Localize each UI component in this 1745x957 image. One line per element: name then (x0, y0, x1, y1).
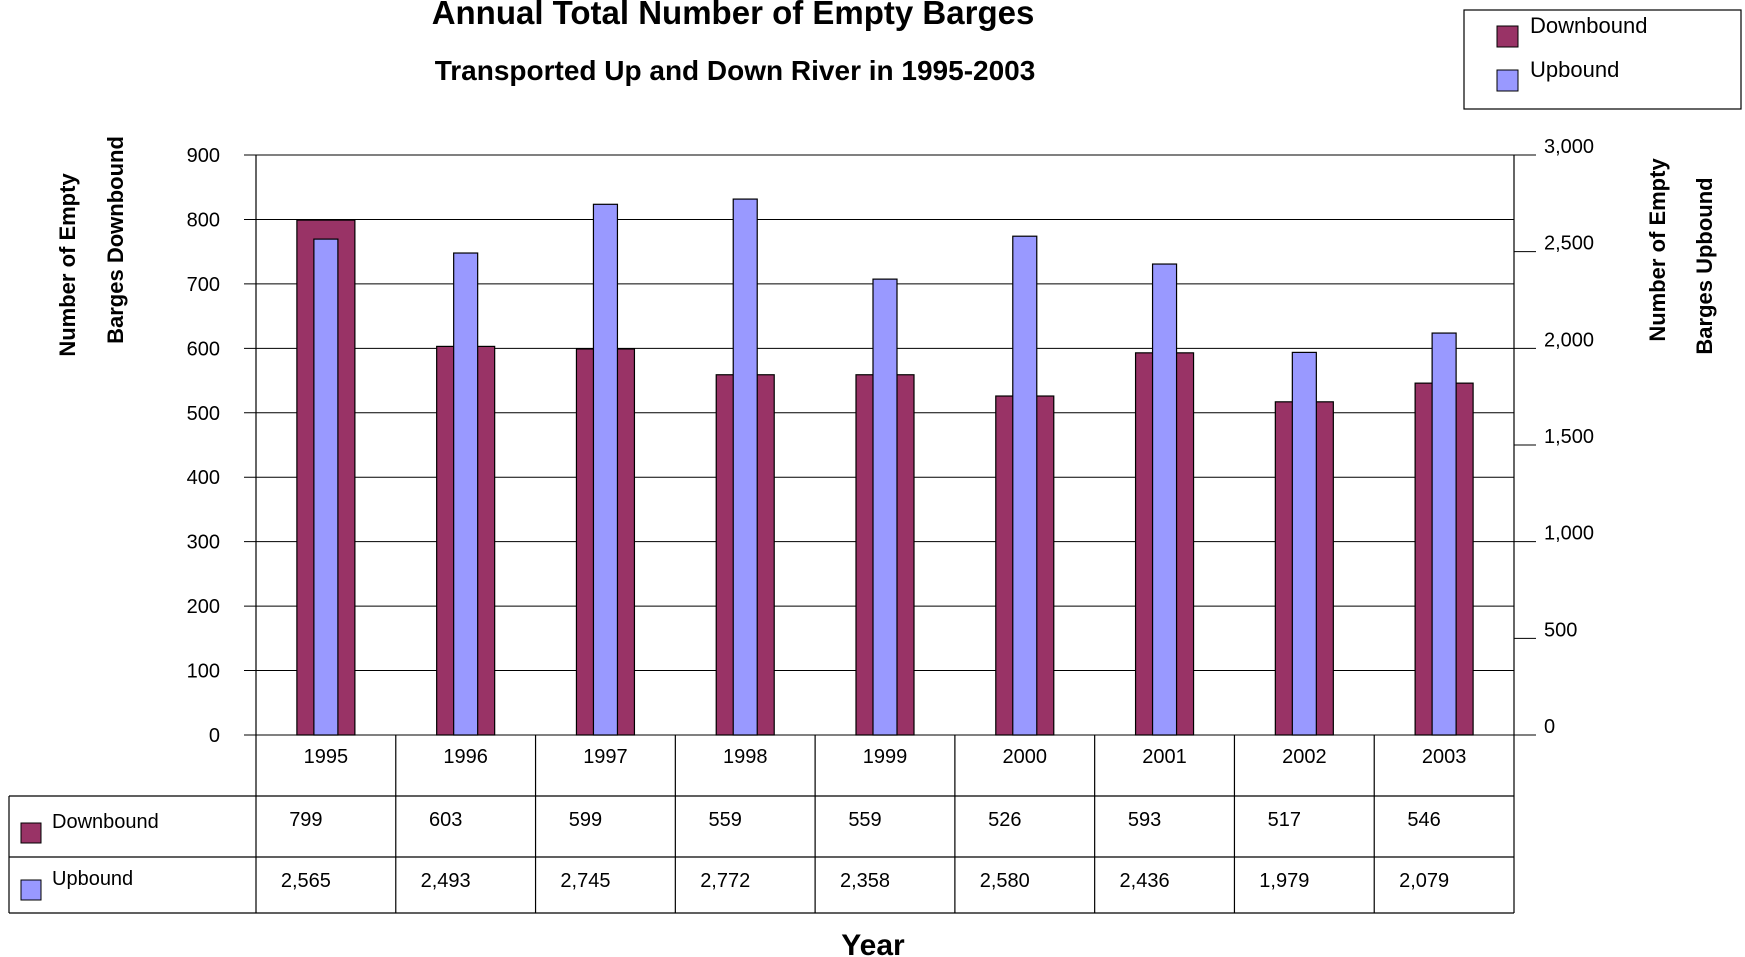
right-tick-label: 500 (1544, 619, 1577, 641)
left-axis-ticks: 0 100 200 300 400 500 600 700 800 900 (187, 145, 220, 747)
left-tick-label: 200 (187, 596, 220, 618)
chart-subtitle: Transported Up and Down River in 1995-20… (435, 55, 1036, 86)
x-tick-label: 2003 (1422, 746, 1467, 768)
right-axis-ticks: 0 500 1,000 1,500 2,000 2,500 3,000 (1514, 136, 1594, 738)
bar-upbound (1151, 263, 1178, 736)
x-axis-title: Year (841, 929, 905, 957)
left-tick-label: 500 (187, 403, 220, 425)
left-axis-title: Number of Empty Barges Downbound (55, 136, 128, 357)
table-cell-upbound: 2,358 (840, 870, 890, 892)
left-tick-label: 800 (187, 209, 220, 231)
x-tick-label: 1996 (443, 746, 488, 768)
legend-label-downbound: Downbound (1530, 13, 1647, 38)
legend-swatch-upbound (1496, 69, 1519, 92)
left-tick-label: 300 (187, 532, 220, 554)
x-tick-label: 1997 (583, 746, 628, 768)
x-tick-label: 2000 (1003, 746, 1048, 768)
left-tick-label: 600 (187, 338, 220, 360)
table-cell-upbound: 2,493 (421, 870, 471, 892)
right-tick-label: 2,500 (1544, 233, 1594, 255)
table-cell-upbound: 2,772 (700, 870, 750, 892)
bar-upbound (592, 203, 619, 736)
table-row-label-upbound: Upbound (52, 868, 133, 890)
left-tick-label: 0 (209, 725, 220, 747)
data-table: 1995 799 2,565 1996 603 2,493 1997 599 2,745 1998… (8, 735, 1515, 914)
table-cell-downbound: 559 (848, 809, 881, 831)
table-cell-downbound: 559 (709, 809, 742, 831)
table-cell-downbound: 517 (1268, 809, 1301, 831)
legend-label-upbound: Upbound (1530, 57, 1619, 82)
bar-upbound (453, 252, 479, 736)
table-cell-downbound: 603 (429, 809, 462, 831)
table-cell-downbound: 526 (988, 809, 1021, 831)
right-axis-title-line2: Barges Upbound (1692, 177, 1717, 354)
bar-upbound (872, 278, 898, 736)
table-cell-upbound: 2,580 (980, 870, 1030, 892)
table-cell-upbound: 1,979 (1259, 870, 1309, 892)
table-key-upbound (20, 879, 42, 901)
left-axis-title-line2: Barges Downbound (103, 136, 128, 344)
right-tick-label: 1,500 (1544, 426, 1594, 448)
x-tick-label: 2002 (1282, 746, 1327, 768)
x-tick-label: 1998 (723, 746, 768, 768)
left-tick-label: 100 (187, 661, 220, 683)
table-cell-downbound: 599 (569, 809, 602, 831)
bar-upbound (732, 198, 758, 736)
bar-upbound (1431, 332, 1457, 736)
table-cell-downbound: 546 (1407, 809, 1440, 831)
bar-upbound (1012, 235, 1038, 736)
x-tick-label: 1999 (863, 746, 908, 768)
left-tick-label: 700 (187, 274, 220, 296)
table-cell-upbound: 2,565 (281, 870, 331, 892)
right-axis-title-line1: Number of Empty (1645, 158, 1670, 342)
table-cell-downbound: 799 (289, 809, 322, 831)
table-key-downbound (20, 822, 42, 844)
right-tick-label: 3,000 (1544, 136, 1594, 158)
x-tick-label: 1995 (304, 746, 349, 768)
right-axis-title: Number of Empty Barges Upbound (1645, 158, 1717, 355)
table-cell-downbound: 593 (1128, 809, 1161, 831)
right-tick-label: 2,000 (1544, 329, 1594, 351)
left-axis-title-line1: Number of Empty (55, 173, 80, 357)
left-tick-label: 400 (187, 467, 220, 489)
table-cell-upbound: 2,079 (1399, 870, 1449, 892)
x-tick-label: 2001 (1142, 746, 1187, 768)
legend: Downbound Upbound (1463, 9, 1742, 110)
table-cell-upbound: 2,745 (560, 870, 610, 892)
chart-title: Annual Total Number of Empty Barges (432, 0, 1035, 31)
right-tick-label: 0 (1544, 716, 1555, 738)
right-tick-label: 1,000 (1544, 523, 1594, 545)
bars (296, 198, 1474, 736)
table-cell-upbound: 2,436 (1120, 870, 1170, 892)
bar-upbound (1291, 351, 1317, 736)
bar-upbound (313, 238, 339, 736)
table-row-label-downbound: Downbound (52, 811, 159, 833)
legend-swatch-downbound (1496, 25, 1519, 48)
left-tick-label: 900 (187, 145, 220, 167)
